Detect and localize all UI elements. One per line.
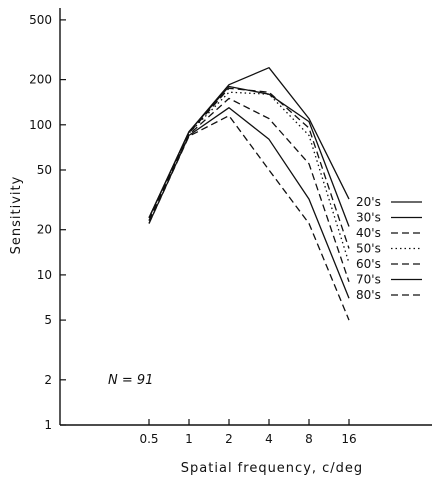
- y-tick-label: 2: [44, 373, 52, 387]
- y-tick-label: 100: [29, 118, 52, 132]
- legend-label: 30's: [356, 211, 381, 225]
- x-tick-label: 0.5: [139, 432, 158, 446]
- legend-label: 60's: [356, 257, 381, 271]
- series-line-50s: [148, 91, 350, 264]
- y-ticks: 1 2 5 10 20 50 100 200 500: [29, 13, 66, 432]
- x-axis-title: Spatial frequency, c/deg: [181, 461, 363, 476]
- x-tick-label: 1: [185, 432, 193, 446]
- y-axis-title: Sensitivity: [9, 176, 24, 255]
- y-tick-label: 10: [37, 268, 52, 282]
- y-tick-label: 1: [44, 418, 52, 432]
- series-layer: [148, 67, 350, 321]
- y-tick-label: 500: [29, 13, 52, 27]
- x-tick-label: 8: [305, 432, 313, 446]
- legend-label: 50's: [356, 242, 381, 256]
- series-line-70s: [148, 107, 350, 299]
- legend-label: 40's: [356, 226, 381, 240]
- y-tick-label: 200: [29, 73, 52, 87]
- sample-size-annotation: N = 91: [108, 373, 153, 388]
- series-line-80s: [148, 115, 350, 321]
- axes: [59, 8, 432, 426]
- x-tick-label: 2: [225, 432, 233, 446]
- legend-label: 80's: [356, 288, 381, 302]
- legend-label: 70's: [356, 273, 381, 287]
- series-line-60s: [148, 97, 350, 283]
- x-ticks: 0.5 1 2 4 8 16: [139, 419, 357, 446]
- y-tick-label: 5: [44, 313, 52, 327]
- y-tick-label: 50: [37, 163, 52, 177]
- x-tick-label: 4: [265, 432, 273, 446]
- x-tick-label: 16: [341, 432, 356, 446]
- legend: 20's 30's40's 50's60's 70's80's: [356, 195, 422, 302]
- legend-label: 20's: [356, 195, 381, 209]
- y-tick-label: 20: [37, 223, 52, 237]
